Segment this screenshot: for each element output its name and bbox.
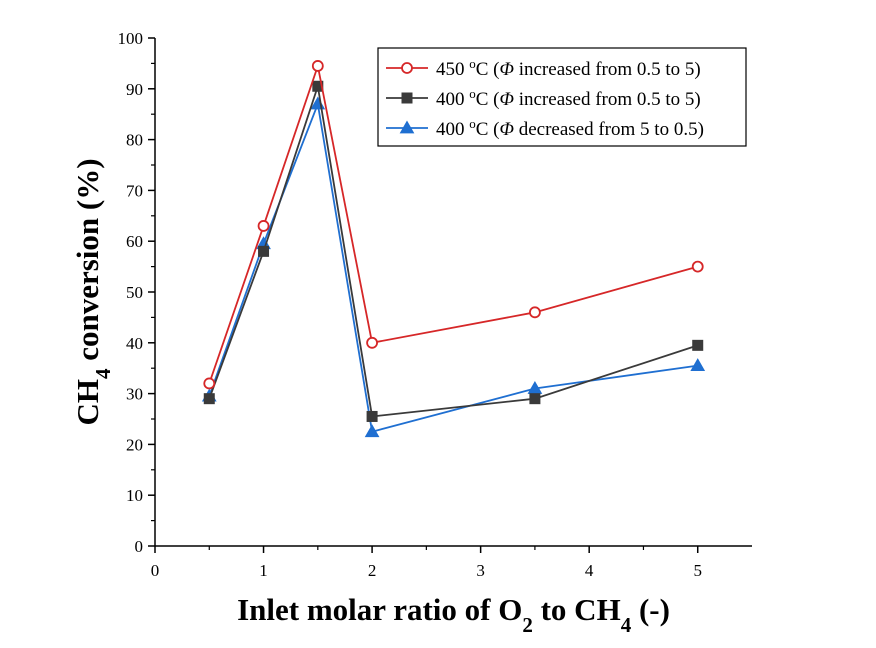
- data-point: [311, 60, 324, 72]
- legend-label: 400 oC (Φ decreased from 5 to 0.5): [436, 116, 704, 141]
- data-point: [691, 260, 704, 273]
- data-point: [366, 336, 378, 349]
- series-line: [208, 62, 698, 384]
- legend-item: 400 oC (Φ decreased from 5 to 0.5): [386, 116, 704, 141]
- x-tick-label: 2: [368, 561, 377, 580]
- x-tick-label: 0: [151, 561, 160, 580]
- legend-label: 400 oC (Φ increased from 0.5 to 5): [436, 86, 701, 111]
- data-point: [401, 92, 413, 104]
- data-point: [692, 339, 704, 351]
- data-point: [312, 80, 324, 92]
- series-line: [208, 85, 699, 418]
- x-tick-label: 5: [693, 561, 702, 580]
- x-tick-label: 1: [259, 561, 268, 580]
- y-tick-label: 100: [118, 29, 144, 48]
- data-point: [364, 424, 380, 438]
- legend-item: 450 oC (Φ increased from 0.5 to 5): [386, 56, 701, 81]
- data-point: [257, 220, 270, 232]
- series-1: [203, 60, 704, 390]
- series-2: [203, 80, 704, 422]
- data-point: [203, 393, 215, 405]
- legend-label: 450 oC (Φ increased from 0.5 to 5): [436, 56, 701, 81]
- data-point: [258, 245, 270, 257]
- x-axis-title: Inlet molar ratio of O2 to CH4 (-): [237, 592, 670, 637]
- x-tick-label: 4: [585, 561, 594, 580]
- legend-item: 400 oC (Φ increased from 0.5 to 5): [386, 86, 701, 111]
- axis-titles: Inlet molar ratio of O2 to CH4 (-) CH4 co…: [70, 158, 670, 637]
- y-tick-label: 80: [126, 131, 143, 150]
- y-tick-label: 20: [126, 435, 143, 454]
- y-tick-label: 40: [126, 334, 143, 353]
- data-point: [203, 377, 216, 390]
- y-tick-label: 10: [126, 486, 143, 505]
- data-point: [529, 306, 541, 319]
- legend: 450 oC (Φ increased from 0.5 to 5) 400 oC…: [377, 47, 747, 147]
- series-line: [208, 100, 698, 433]
- data-point: [401, 62, 413, 74]
- series-layer: [201, 60, 706, 438]
- y-tick-label: 50: [126, 283, 143, 302]
- y-tick-label: 0: [135, 537, 144, 556]
- y-tick-label: 60: [126, 232, 143, 251]
- legend-box: [377, 47, 747, 147]
- data-point: [366, 410, 378, 422]
- series-3: [201, 96, 706, 438]
- y-tick-label: 30: [126, 385, 143, 404]
- y-tick-label: 70: [126, 181, 143, 200]
- x-tick-label: 3: [476, 561, 485, 580]
- data-point: [690, 358, 706, 372]
- y-tick-label: 90: [126, 80, 143, 99]
- data-point: [529, 393, 541, 405]
- y-axis-title: CH4 conversion (%): [70, 158, 115, 425]
- data-point: [399, 120, 415, 134]
